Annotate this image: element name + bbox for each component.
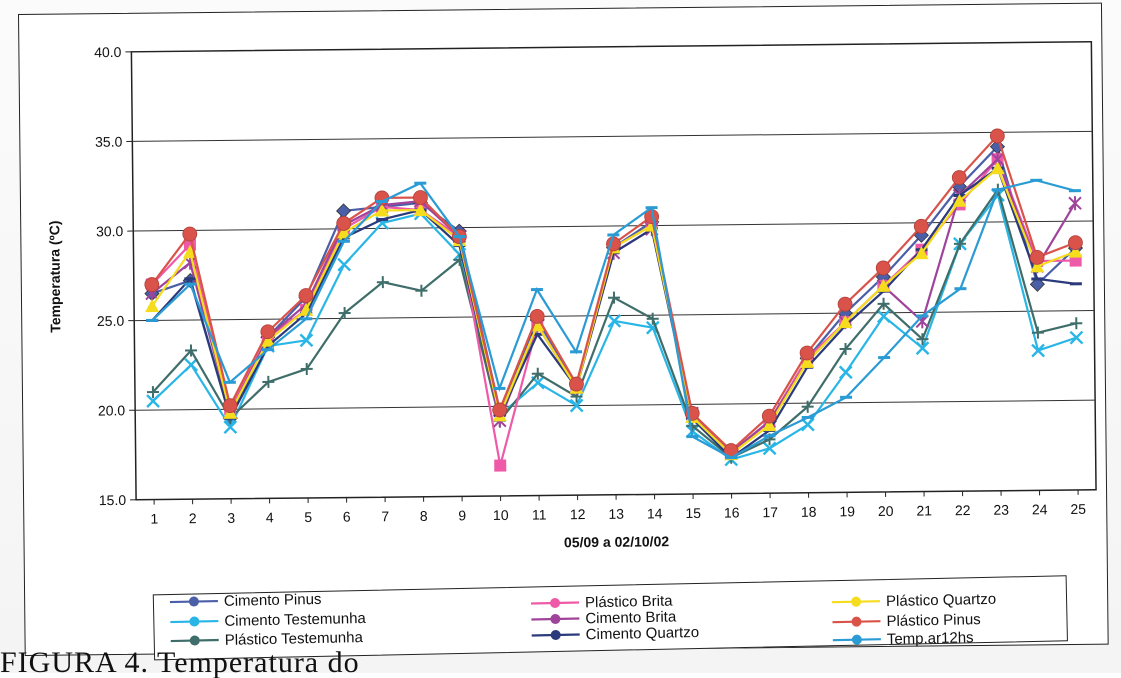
gridline	[132, 131, 1092, 141]
y-tick-label: 30.0	[96, 223, 124, 239]
legend-item: Plástico Testemunha	[169, 628, 363, 650]
legend-label: Plástico Testemunha	[225, 629, 363, 649]
legend-label: Temp.ar12hs	[887, 629, 974, 648]
data-point-plastico-testemunha	[608, 292, 620, 304]
legend-swatch	[168, 593, 220, 610]
legend-item: Plástico Quartzo	[830, 590, 996, 611]
data-point-plastico-pinus	[800, 346, 814, 360]
x-tick-label: 23	[993, 502, 1009, 518]
data-point-cimento-testemunha	[338, 259, 350, 271]
x-tick-label: 25	[1070, 501, 1086, 517]
legend-swatch	[169, 632, 221, 649]
x-tick-label: 17	[762, 504, 778, 520]
x-tick-label: 5	[304, 509, 312, 525]
y-tick-label: 35.0	[95, 134, 123, 150]
data-point-cimento-testemunha	[878, 310, 890, 322]
legend-label: Plástico Quartzo	[886, 590, 996, 609]
x-tick-label: 24	[1032, 501, 1048, 517]
legend-item: Temp.ar12hs	[831, 628, 974, 649]
x-tick-label: 15	[685, 505, 701, 521]
legend-swatch	[831, 631, 883, 648]
x-axis-title: 05/09 a 02/10/02	[564, 533, 669, 550]
x-tick-label: 1	[150, 511, 158, 527]
legend-swatch	[168, 613, 220, 630]
x-tick-label: 6	[343, 509, 351, 525]
x-tick-label: 8	[420, 508, 428, 524]
x-tick-label: 18	[801, 504, 817, 520]
x-tick-label: 22	[955, 502, 971, 518]
data-point-plastico-pinus	[337, 216, 351, 230]
legend-label: Cimento Quartzo	[586, 623, 700, 642]
legend-item: Cimento Pinus	[168, 590, 322, 611]
gridline	[135, 400, 1095, 410]
data-point-cimento-brita	[1069, 196, 1081, 210]
x-tick-label: 7	[381, 508, 389, 524]
x-tick-label: 16	[724, 504, 740, 520]
y-axis-title: Temperatura (ºC)	[46, 220, 63, 332]
data-point-plastico-pinus	[413, 190, 427, 204]
data-point-plastico-pinus	[914, 219, 928, 233]
y-tick-label: 40.0	[94, 44, 122, 60]
data-point-cimento-testemunha	[1070, 332, 1082, 344]
x-tick-label: 21	[916, 502, 932, 518]
data-point-plastico-brita	[494, 459, 506, 471]
x-tick-label: 9	[458, 507, 466, 523]
data-point-plastico-pinus	[183, 227, 197, 241]
legend-item: Cimento Quartzo	[530, 623, 700, 645]
y-tick-label: 25.0	[97, 313, 125, 329]
x-tick-label: 20	[878, 503, 894, 519]
data-point-plastico-pinus	[493, 403, 507, 417]
data-point-cimento-pinus	[337, 204, 351, 218]
y-tick-label: 20.0	[98, 402, 126, 418]
gridline	[134, 311, 1094, 321]
legend-swatch	[530, 626, 582, 643]
data-point-plastico-pinus	[1068, 236, 1082, 250]
data-point-plastico-pinus	[1030, 250, 1044, 264]
legend-swatch	[830, 613, 882, 630]
data-point-plastico-testemunha	[301, 363, 313, 375]
data-point-cimento-testemunha	[840, 366, 852, 378]
legend-label: Cimento Testemunha	[224, 609, 366, 629]
x-tick-label: 4	[266, 509, 274, 525]
data-point-plastico-quartzo	[145, 299, 159, 312]
data-point-plastico-pinus	[223, 399, 237, 413]
x-tick-label: 19	[839, 503, 855, 519]
data-point-plastico-pinus	[145, 278, 159, 292]
x-tick-label: 13	[608, 506, 624, 522]
x-tick-label: 3	[227, 510, 235, 526]
legend-label: Plástico Pinus	[886, 611, 981, 630]
data-point-plastico-pinus	[952, 170, 966, 184]
data-point-plastico-pinus	[299, 288, 313, 302]
data-point-plastico-pinus	[990, 129, 1004, 143]
x-tick-label: 14	[647, 505, 663, 521]
data-point-plastico-testemunha	[1070, 317, 1082, 329]
y-tick-label: 15.0	[99, 492, 127, 508]
legend-swatch	[830, 593, 882, 610]
legend-label: Cimento Pinus	[224, 590, 322, 609]
data-point-plastico-pinus	[569, 377, 583, 391]
x-tick-label: 2	[189, 510, 197, 526]
data-point-plastico-pinus	[838, 297, 852, 311]
data-point-plastico-pinus	[530, 309, 544, 323]
data-point-cimento-testemunha	[185, 359, 197, 371]
data-point-plastico-pinus	[876, 261, 890, 275]
x-tick-label: 12	[570, 506, 586, 522]
x-tick-label: 10	[493, 507, 509, 523]
data-point-plastico-pinus	[762, 409, 776, 423]
figure-caption: FIGURA 4. Temperatura do s	[0, 648, 380, 678]
data-point-plastico-pinus	[261, 325, 275, 339]
x-tick-label: 11	[532, 506, 547, 522]
